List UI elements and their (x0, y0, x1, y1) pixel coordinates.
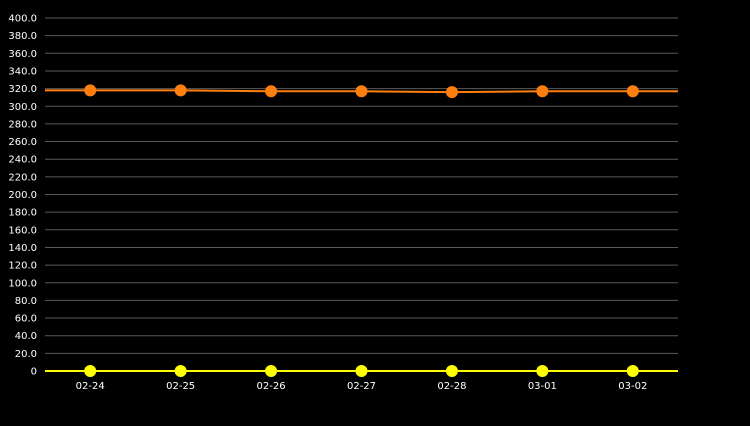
series-layer (45, 84, 678, 377)
data-point (265, 365, 278, 377)
y-tick-label: 340.0 (8, 66, 37, 77)
x-tick-label: 02-26 (257, 381, 286, 392)
data-point (355, 85, 368, 98)
y-tick-label: 120.0 (8, 261, 37, 272)
data-point (84, 84, 97, 97)
x-tick-label: 02-25 (166, 381, 195, 392)
y-tick-label: 160.0 (8, 225, 37, 236)
series-0 (45, 84, 678, 99)
x-tick-label: 02-28 (437, 381, 466, 392)
y-tick-label: 80.0 (15, 296, 37, 307)
y-tick-label: 320.0 (8, 84, 37, 95)
y-tick-label: 280.0 (8, 119, 37, 130)
x-axis-tick-labels: 02-24 02-25 02-26 02-27 02-28 03-01 03-02 (76, 381, 648, 392)
y-tick-label: 220.0 (8, 172, 37, 183)
data-point (174, 84, 187, 97)
y-tick-label: 200.0 (8, 190, 37, 201)
y-tick-label: 360.0 (8, 49, 37, 60)
y-tick-label: 40.0 (15, 331, 37, 342)
data-point (355, 365, 368, 377)
series-1 (45, 365, 678, 377)
gridlines (45, 17, 678, 354)
y-tick-label: 100.0 (8, 278, 37, 289)
y-axis-tick-labels: 0 20.0 40.0 60.0 80.0 100.0 120.0 140.0 160.0 180… (8, 14, 37, 378)
data-point (84, 365, 97, 377)
data-point (445, 365, 458, 377)
y-tick-label: 240.0 (8, 155, 37, 166)
y-tick-label: 180.0 (8, 208, 37, 219)
y-tick-label: 400.0 (8, 14, 37, 25)
x-tick-label: 02-24 (76, 381, 105, 392)
y-tick-label: 300.0 (8, 102, 37, 113)
data-point (626, 85, 639, 98)
data-point (536, 85, 549, 98)
data-point (265, 85, 278, 98)
data-point (174, 365, 187, 377)
data-point (445, 86, 458, 99)
y-tick-label: 0 (31, 367, 37, 378)
x-tick-label: 03-02 (618, 381, 647, 392)
data-point (626, 365, 639, 377)
x-tick-label: 03-01 (528, 381, 557, 392)
y-tick-label: 140.0 (8, 243, 37, 254)
y-tick-label: 380.0 (8, 31, 37, 42)
y-tick-label: 20.0 (15, 349, 37, 360)
data-point (536, 365, 549, 377)
y-tick-label: 60.0 (15, 314, 37, 325)
x-tick-label: 02-27 (347, 381, 376, 392)
y-tick-label: 260.0 (8, 137, 37, 148)
